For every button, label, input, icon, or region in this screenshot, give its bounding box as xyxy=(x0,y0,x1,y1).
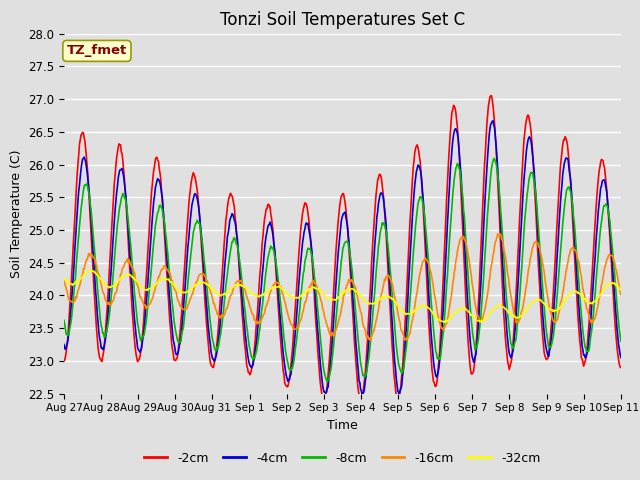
-2cm xyxy=(394,399,402,405)
Line: -4cm: -4cm xyxy=(64,121,621,395)
-2cm xyxy=(60,358,68,363)
-8cm xyxy=(428,298,435,303)
-2cm xyxy=(127,294,135,300)
-2cm xyxy=(411,149,419,155)
-16cm xyxy=(411,303,419,309)
-16cm xyxy=(214,312,221,317)
-4cm xyxy=(489,118,497,124)
Legend: -2cm, -4cm, -8cm, -16cm, -32cm: -2cm, -4cm, -8cm, -16cm, -32cm xyxy=(140,447,545,469)
-8cm xyxy=(60,317,68,323)
Line: -16cm: -16cm xyxy=(64,234,621,340)
-16cm xyxy=(496,231,504,237)
-4cm xyxy=(617,355,625,360)
-8cm xyxy=(411,231,419,237)
-16cm xyxy=(428,270,435,276)
-4cm xyxy=(428,330,435,336)
X-axis label: Time: Time xyxy=(327,419,358,432)
-32cm xyxy=(60,275,68,281)
-16cm xyxy=(70,299,78,304)
Text: TZ_fmet: TZ_fmet xyxy=(67,44,127,58)
-8cm xyxy=(127,250,135,256)
-8cm xyxy=(70,288,78,293)
Title: Tonzi Soil Temperatures Set C: Tonzi Soil Temperatures Set C xyxy=(220,11,465,29)
-32cm xyxy=(411,308,419,313)
-8cm xyxy=(214,344,221,350)
-2cm xyxy=(488,93,495,98)
-16cm xyxy=(60,278,68,284)
-4cm xyxy=(411,182,419,188)
-32cm xyxy=(617,287,625,293)
Y-axis label: Soil Temperature (C): Soil Temperature (C) xyxy=(10,149,22,278)
-32cm xyxy=(428,308,435,314)
Line: -2cm: -2cm xyxy=(64,96,621,402)
-32cm xyxy=(214,291,222,297)
-4cm xyxy=(214,347,221,353)
-16cm xyxy=(127,264,135,269)
-8cm xyxy=(617,338,625,344)
-32cm xyxy=(128,275,136,280)
Line: -8cm: -8cm xyxy=(64,158,621,382)
-8cm xyxy=(323,379,331,384)
-2cm xyxy=(184,215,192,221)
Line: -32cm: -32cm xyxy=(64,270,621,322)
-8cm xyxy=(184,280,192,286)
-16cm xyxy=(367,337,374,343)
-32cm xyxy=(87,267,95,273)
-16cm xyxy=(617,292,625,298)
-2cm xyxy=(428,354,435,360)
-16cm xyxy=(184,302,192,308)
-32cm xyxy=(70,281,78,287)
-32cm xyxy=(440,319,448,325)
-4cm xyxy=(70,262,78,267)
-4cm xyxy=(184,243,192,249)
-4cm xyxy=(127,273,135,279)
-4cm xyxy=(358,392,366,397)
-8cm xyxy=(490,156,498,161)
-2cm xyxy=(214,336,221,342)
-4cm xyxy=(60,342,68,348)
-2cm xyxy=(70,228,78,234)
-32cm xyxy=(185,288,193,294)
-2cm xyxy=(617,365,625,371)
